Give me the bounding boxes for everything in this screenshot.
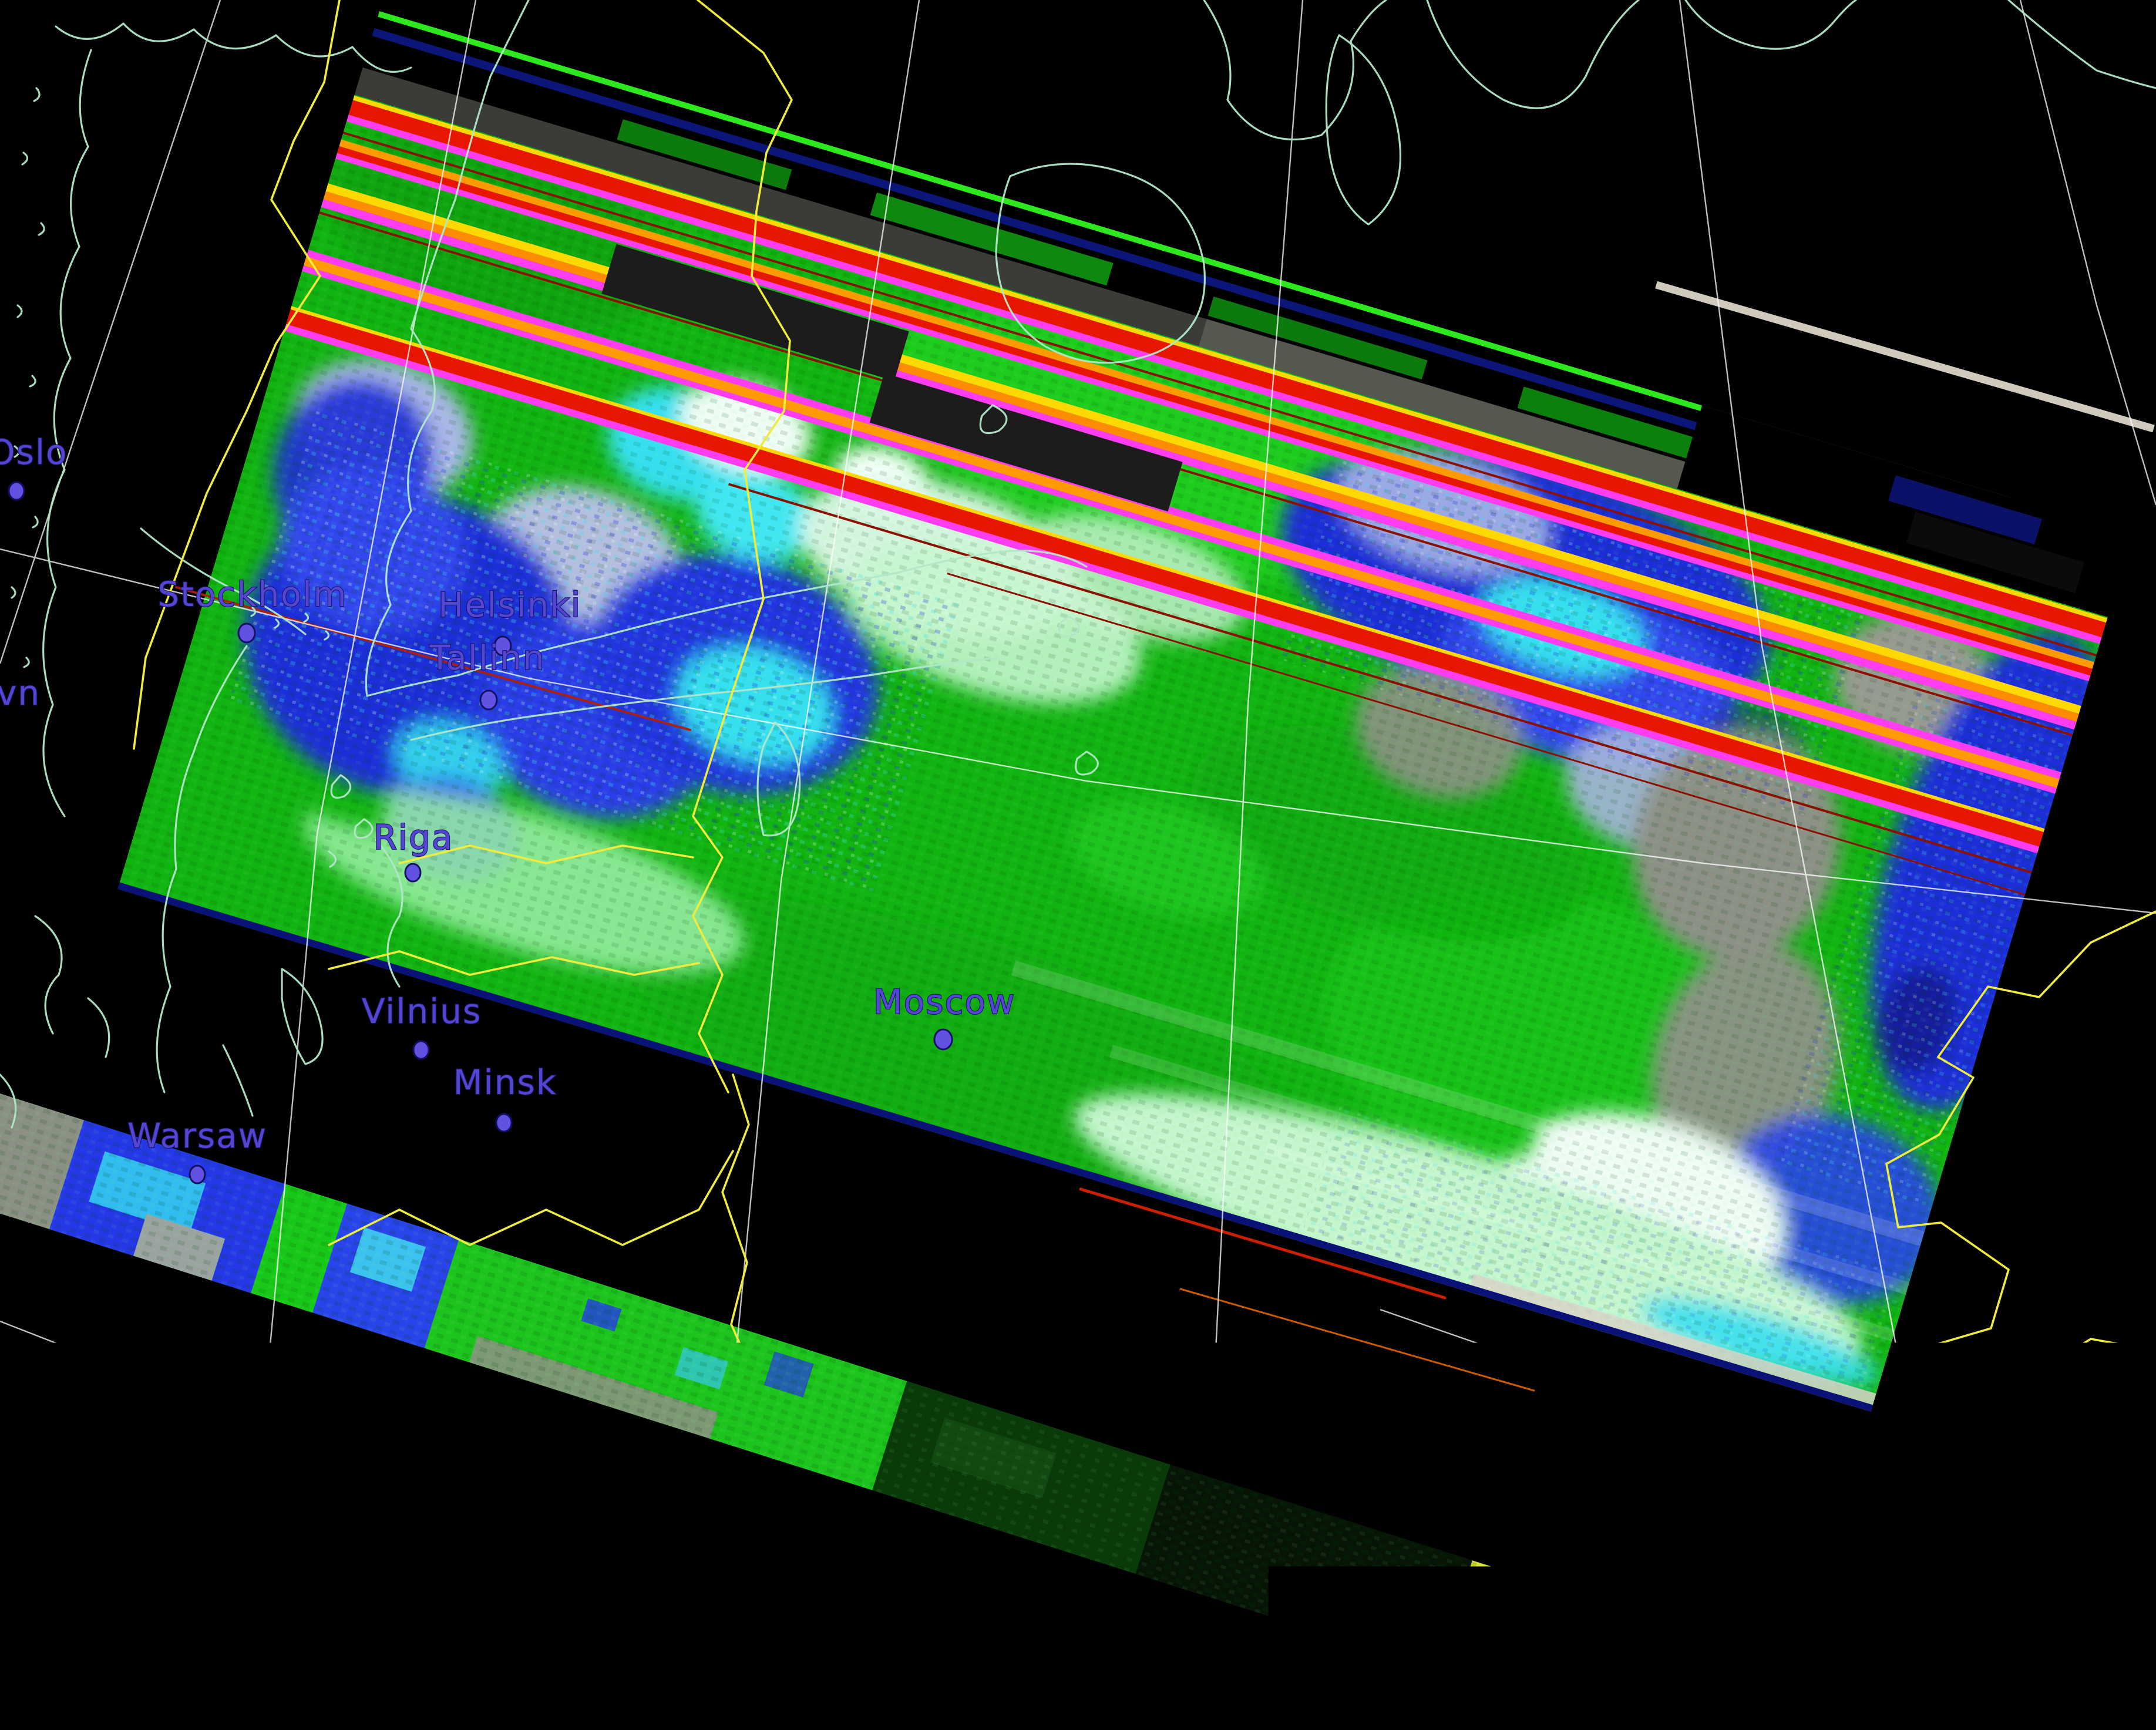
logo-star-icon: ★ — [688, 1603, 694, 1610]
logo-star-icon: ★ — [751, 1587, 759, 1596]
city-label: Oslo — [0, 432, 68, 472]
city-dot — [238, 624, 255, 642]
city-dot — [480, 691, 497, 709]
city-dot — [934, 1029, 952, 1049]
url-line-2: noaa.localdomain — [651, 1700, 796, 1723]
city-label: Riga — [374, 817, 454, 857]
info-box-left-column: RaspiNOAA V2 | v5.0 | Bookworm 64-bit ht… — [626, 1633, 820, 1723]
satellite-pass-composite: Oslo Stockholm Helsinki Tallinn Riga Vil… — [0, 0, 2156, 1730]
city-label: Chisinau — [397, 1577, 553, 1617]
city-label: Helsinki — [438, 585, 581, 625]
antenna-line: Antenna: Your Antenna — [1220, 1573, 1414, 1596]
city-dot — [9, 482, 24, 500]
direction-gain-line: Direction: Southbound | | Gain: 49.6 — [1168, 1705, 1467, 1728]
city-label: Warsaw — [127, 1116, 267, 1156]
partial-city-label: a — [4, 1334, 26, 1374]
city-dot — [496, 1114, 512, 1132]
city-dot — [465, 1627, 482, 1645]
receiver-line: Receiver: rtlsdr — [1254, 1595, 1381, 1618]
city-label: Tallinn — [429, 638, 545, 678]
antenna-icon — [719, 1559, 723, 1620]
logo-star-icon: ★ — [683, 1587, 691, 1596]
partial-city-label: vn — [0, 673, 41, 713]
operator-line: Operator: DE2MAC — [1233, 1617, 1402, 1640]
city-dot — [68, 1588, 83, 1606]
city-dot — [584, 1395, 600, 1414]
city-label: Vilnius — [362, 991, 482, 1031]
ground-station-line: Ground Station: Bernau bei Berlin — [1176, 1551, 1459, 1574]
city-label: Minsk — [453, 1062, 557, 1102]
map-canvas: Oslo Stockholm Helsinki Tallinn Riga Vil… — [0, 0, 2156, 1730]
os-line: Bookworm 64-bit — [650, 1655, 797, 1678]
city-label: Moscow — [873, 982, 1016, 1022]
satellite-line: Satellite: METEOR-M2 3 | 18-02-2026 08:3… — [1129, 1661, 1505, 1684]
admin-line: Admin: Mochito — [1249, 1639, 1386, 1662]
url-line-1: https://raspberry- — [652, 1678, 794, 1701]
city-dot — [190, 1166, 205, 1183]
city-label: Stockholm — [157, 574, 347, 614]
partial-city-label: apest — [1, 1394, 102, 1434]
city-dot — [413, 1041, 429, 1059]
elevation-line: Max Elevation: 17° East | Sun Elevation:… — [1136, 1683, 1498, 1706]
logo-star-icon: ★ — [747, 1603, 753, 1610]
software-version-line: RaspiNOAA V2 | v5.0 | — [626, 1633, 820, 1656]
partial-city-label: grade — [8, 1550, 113, 1590]
city-label: Kiev — [554, 1347, 632, 1387]
city-dot — [405, 864, 421, 881]
city-dot — [5, 1433, 21, 1451]
